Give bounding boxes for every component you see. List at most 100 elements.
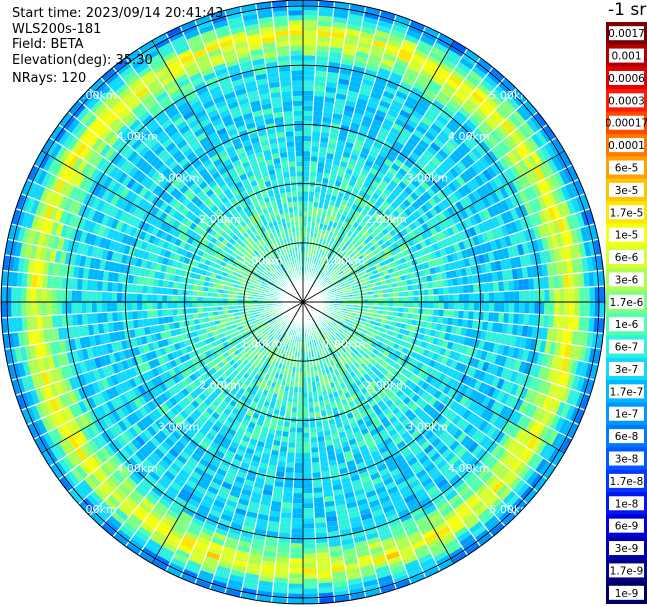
ppi-cell <box>338 518 351 526</box>
ppi-cell <box>275 471 286 478</box>
ppi-cell <box>352 349 360 356</box>
ppi-cell <box>230 424 239 432</box>
ppi-cell <box>421 372 430 382</box>
ppi-cell <box>481 272 489 283</box>
ppi-cell <box>471 444 483 457</box>
ppi-cell <box>532 364 542 378</box>
ppi-cell <box>234 432 244 440</box>
ppi-cell <box>343 486 354 494</box>
ppi-cell <box>424 177 434 188</box>
ppi-cell <box>509 396 520 409</box>
ppi-cell <box>491 388 501 400</box>
ppi-cell <box>458 302 464 311</box>
ppi-cell <box>400 431 411 441</box>
ppi-cell <box>350 75 363 84</box>
ppi-cell <box>346 459 356 468</box>
ppi-cell <box>369 428 379 437</box>
ppi-cell <box>462 408 472 420</box>
ppi-cell <box>499 236 507 249</box>
ppi-cell <box>282 337 287 344</box>
ppi-cell <box>453 302 459 310</box>
ppi-cell <box>290 543 303 549</box>
ppi-cell <box>420 181 430 191</box>
ppi-cell <box>343 329 350 335</box>
ppi-cell <box>575 392 586 408</box>
ppi-cell <box>412 129 424 139</box>
ppi-cell <box>447 137 460 149</box>
ppi-cell <box>303 367 307 373</box>
ppi-cell <box>371 118 383 128</box>
ppi-cell <box>320 213 327 220</box>
ppi-cell <box>343 369 350 376</box>
ppi-cell <box>431 322 438 330</box>
ppi-cell <box>447 181 458 193</box>
ppi-cell <box>330 354 336 361</box>
ppi-cell <box>441 534 457 546</box>
ppi-cell <box>420 255 428 263</box>
ppi-cell <box>343 227 350 235</box>
ppi-cell <box>276 466 286 473</box>
ppi-cell <box>207 546 223 556</box>
ppi-cell <box>376 522 390 532</box>
ppi-cell <box>428 396 438 407</box>
ppi-cell <box>315 217 321 224</box>
ppi-cell <box>487 374 496 386</box>
ppi-cell <box>291 533 303 539</box>
ppi-cell <box>421 30 438 42</box>
ppi-cell <box>355 251 362 258</box>
ppi-cell <box>347 18 362 27</box>
ppi-cell <box>419 269 426 277</box>
ppi-cell <box>408 114 421 125</box>
ppi-cell <box>436 191 446 202</box>
ppi-cell <box>450 203 460 214</box>
ppi-cell <box>468 115 481 128</box>
ppi-cell <box>344 491 356 499</box>
ppi-cell <box>448 244 456 254</box>
ppi-cell <box>356 238 364 245</box>
ppi-cell <box>283 390 289 397</box>
ppi-cell <box>347 332 354 338</box>
ppi-cell <box>274 404 281 411</box>
ppi-cell <box>467 94 481 108</box>
ppi-cell <box>395 410 404 420</box>
ppi-cell <box>490 400 501 413</box>
ppi-cell <box>436 554 452 567</box>
ppi-cell <box>451 458 464 470</box>
ppi-cell <box>430 46 446 58</box>
ppi-cell <box>322 389 328 396</box>
ppi-cell <box>319 255 324 261</box>
ppi-cell <box>329 545 343 553</box>
ppi-cell <box>229 490 241 499</box>
ppi-cell <box>266 433 275 440</box>
ppi-cell <box>303 553 317 559</box>
ppi-cell <box>328 349 334 356</box>
ppi-cell <box>373 481 385 490</box>
ppi-cell <box>211 579 228 589</box>
ppi-cell <box>317 254 321 260</box>
ppi-cell <box>563 274 570 288</box>
ppi-cell <box>303 543 316 549</box>
ppi-cell <box>320 273 326 279</box>
ppi-cell <box>477 393 487 405</box>
ppi-cell <box>375 485 387 495</box>
ppi-cell <box>284 477 294 483</box>
ppi-cell <box>551 219 561 234</box>
ppi-cell <box>574 179 585 195</box>
ppi-cell <box>353 321 360 327</box>
ppi-cell <box>490 228 500 240</box>
ppi-cell <box>566 259 574 274</box>
ppi-cell <box>343 344 350 351</box>
ppi-cell <box>424 357 432 366</box>
ppi-cell <box>356 326 363 332</box>
ppi-cell <box>316 328 321 334</box>
ppi-cell <box>347 243 354 250</box>
ppi-cell <box>495 226 504 238</box>
ppi-cell <box>315 176 323 183</box>
ppi-cell <box>519 203 529 217</box>
ppi-cell <box>343 172 352 180</box>
ppi-cell <box>410 506 424 517</box>
ppi-cell <box>353 257 360 264</box>
ppi-cell <box>507 345 515 358</box>
ppi-cell <box>551 189 562 205</box>
ppi-cell <box>364 334 371 340</box>
